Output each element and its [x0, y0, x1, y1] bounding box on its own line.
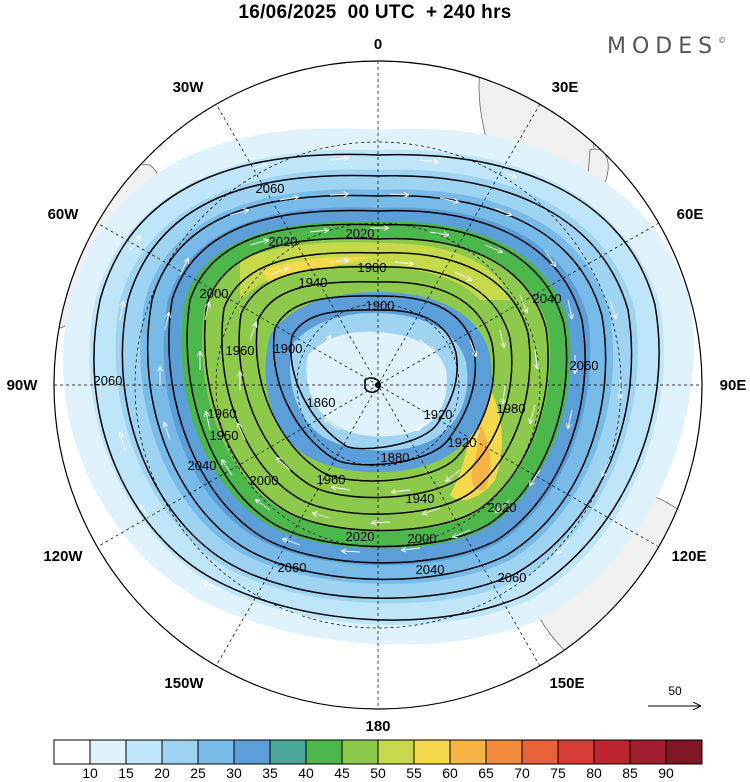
lon-label-60e: 60E [677, 206, 704, 223]
lon-label-180: 180 [365, 718, 390, 735]
colorbar-tick-label: 10 [82, 765, 98, 781]
contour-label: 1960 [226, 343, 255, 358]
contour-label: 1980 [497, 401, 526, 416]
colorbar-tick-label: 80 [586, 765, 602, 781]
longitude-labels: 0 30E 60E 90E 120E 150E 180 150W 120W 90… [7, 36, 747, 735]
brand-name: MODES [607, 34, 719, 59]
colorbar-swatch [629, 739, 667, 765]
contour-label: 2000 [200, 286, 229, 301]
contour-label: 2020 [346, 226, 375, 241]
contour-label: 1900 [274, 341, 303, 356]
contour-label: 2060 [278, 560, 307, 575]
colorbar-tick-label: 40 [298, 765, 314, 781]
brand-logo: MODES© [607, 34, 726, 59]
lon-label-30e: 30E [552, 79, 579, 96]
contour-label: 2060 [94, 373, 123, 388]
colorbar-tick-label: 25 [190, 765, 206, 781]
lon-label-0: 0 [374, 36, 382, 53]
colorbar-swatch [521, 739, 559, 765]
lon-label-120e: 120E [671, 548, 706, 565]
colorbar [53, 739, 703, 765]
colorbar-swatch [377, 739, 415, 765]
copyright-mark: © [718, 36, 727, 45]
map-title: 16/06/2025 00 UTC + 240 hrs [238, 2, 512, 23]
colorbar-swatch [485, 739, 523, 765]
colorbar-swatch [53, 739, 91, 765]
contour-label: 2040 [533, 291, 562, 306]
contour-label: 2000 [250, 473, 279, 488]
colorbar-tick-label: 65 [478, 765, 494, 781]
lon-label-150w: 150W [164, 675, 204, 692]
south-pole-marker [375, 382, 381, 388]
colorbar-tick-label: 55 [406, 765, 422, 781]
contour-labels: 2060 2020 2020 1980 1940 1900 1900 1860 … [94, 181, 599, 585]
contour-label: 2020 [488, 500, 517, 515]
contour-label: 1940 [299, 275, 328, 290]
colorbar-tick-label: 30 [226, 765, 242, 781]
wind-vectors [120, 158, 620, 616]
lon-label-120w: 120W [43, 548, 83, 565]
colorbar-tick-label: 15 [118, 765, 134, 781]
colorbar-tick-label: 90 [658, 765, 674, 781]
contour-label: 1900 [366, 298, 395, 313]
colorbar-swatch [593, 739, 631, 765]
contour-label: 1860 [307, 395, 336, 410]
polar-map: 2060 2020 2020 1980 1940 1900 1900 1860 … [7, 36, 747, 735]
reference-vector-label: 50 [668, 684, 682, 698]
colorbar-swatch [89, 739, 127, 765]
colorbar-swatch [269, 739, 307, 765]
contour-label: 1940 [406, 491, 435, 506]
contour-label: 1980 [358, 260, 387, 275]
contour-label: 2020 [269, 234, 298, 249]
colorbar-tick-label: 35 [262, 765, 278, 781]
contour-label: 2000 [408, 531, 437, 546]
contour-label: 2060 [256, 181, 285, 196]
contour-label: 1960 [208, 406, 237, 421]
contour-label: 1950 [210, 428, 239, 443]
map-boundary [53, 60, 703, 710]
contour-label: 1920 [448, 435, 477, 450]
colorbar-swatch [125, 739, 163, 765]
colorbar-tick-label: 70 [514, 765, 530, 781]
colorbar-swatch [305, 739, 343, 765]
lon-label-60w: 60W [48, 206, 80, 223]
colorbar-swatch [233, 739, 271, 765]
colorbar-tick-label: 45 [334, 765, 350, 781]
colorbar-tick-label: 20 [154, 765, 170, 781]
colorbar-tick-label: 60 [442, 765, 458, 781]
height-contours [93, 153, 660, 621]
lon-label-90w: 90W [7, 377, 39, 394]
contour-label: 1920 [424, 407, 453, 422]
colorbar-swatch [161, 739, 199, 765]
contour-label: 2040 [416, 562, 445, 577]
contour-label: 1960 [317, 472, 346, 487]
lon-label-30w: 30W [173, 79, 205, 96]
contour-label: 2060 [570, 358, 599, 373]
colorbar-swatch [665, 739, 703, 765]
contour-label: 2040 [188, 458, 217, 473]
colorbar-tick-label: 85 [622, 765, 638, 781]
lon-label-150e: 150E [549, 675, 584, 692]
colorbar-tick-label: 50 [370, 765, 386, 781]
colorbar-swatch [413, 739, 451, 765]
colorbar-swatch [557, 739, 595, 765]
colorbar-swatch [449, 739, 487, 765]
contour-label: 1880 [381, 450, 410, 465]
colorbar-tick-label: 75 [550, 765, 566, 781]
colorbar-swatch [197, 739, 235, 765]
map-disc: 2060 2020 2020 1980 1940 1900 1900 1860 … [54, 61, 702, 709]
colorbar-swatch [341, 739, 379, 765]
contour-label: 2060 [498, 570, 527, 585]
contour-label: 2020 [346, 529, 375, 544]
lon-label-90e: 90E [720, 377, 747, 394]
